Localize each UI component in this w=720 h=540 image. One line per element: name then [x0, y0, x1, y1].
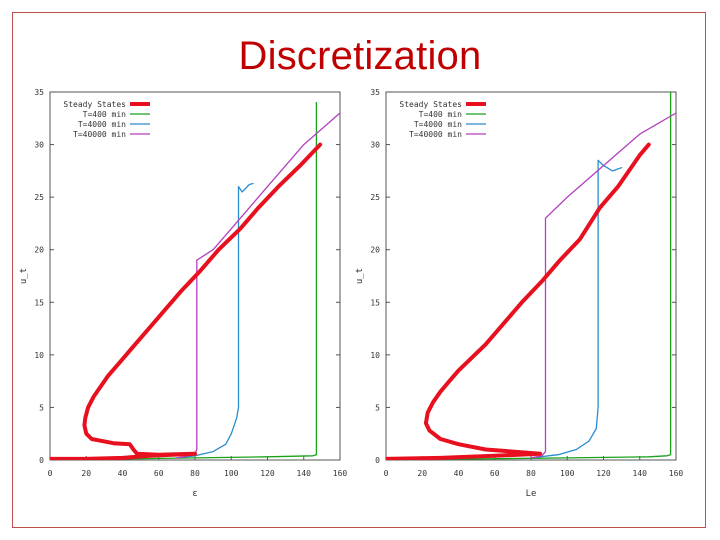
y-tick-label: 25 [34, 193, 44, 202]
y-tick-label: 35 [370, 88, 380, 97]
legend-label: T=4000 min [78, 120, 126, 129]
y-tick-label: 10 [370, 351, 380, 360]
x-tick-label: 100 [560, 469, 575, 478]
legend-label: T=4000 min [414, 120, 462, 129]
x-tick-label: 160 [669, 469, 684, 478]
y-tick-label: 5 [39, 403, 44, 412]
series-line-t-4000-min [530, 159, 623, 459]
chart-right: 0 20 40 60 80 100 120 140 160 0 5 10 15 20 25 30 35 Le u_t… [355, 88, 684, 499]
y-tick-label: 20 [370, 246, 380, 255]
x-tick-label: 0 [384, 469, 389, 478]
series-line-t-40000-min [530, 112, 676, 459]
x-axis-label: Le [526, 489, 537, 499]
series-line-t-40000-min [176, 112, 340, 459]
x-tick-label: 40 [454, 469, 464, 478]
series-line-steady-states [50, 142, 323, 460]
x-tick-label: 140 [633, 469, 648, 478]
y-tick-label: 5 [375, 403, 380, 412]
x-tick-label: 40 [118, 469, 128, 478]
y-tick-label: 15 [370, 298, 380, 307]
series-line-t-4000-min [176, 182, 254, 459]
x-tick-label: 80 [190, 469, 200, 478]
x-tick-label: 120 [596, 469, 611, 478]
y-tick-label: 35 [34, 88, 44, 97]
series-line-t-400-min [386, 92, 672, 460]
y-tick-label: 0 [375, 456, 380, 465]
legend-label: Steady States [63, 100, 126, 109]
x-tick-label: 20 [417, 469, 427, 478]
legend-label: Steady States [399, 100, 462, 109]
y-axis-label: u_t [355, 268, 365, 284]
x-tick-label: 0 [48, 469, 53, 478]
plot-area-1 [385, 91, 677, 461]
y-tick-label: 20 [34, 246, 44, 255]
y-tick-label: 10 [34, 351, 44, 360]
x-axis-label: ε [192, 489, 197, 499]
y-tick-label: 30 [370, 141, 380, 150]
slide-title: Discretization [238, 34, 482, 78]
legend-label: T=40000 min [73, 130, 126, 139]
slide-frame [12, 12, 706, 528]
x-tick-label: 80 [526, 469, 536, 478]
x-tick-label: 60 [490, 469, 500, 478]
y-tick-label: 0 [39, 456, 44, 465]
x-tick-label: 60 [154, 469, 164, 478]
chart-left: 0 20 40 60 80 100 120 140 160 0 5 10 15 20 25 30 35 ε u_t S… [19, 88, 348, 499]
legend-label: T=400 min [419, 110, 463, 119]
legend-label: T=400 min [83, 110, 127, 119]
x-tick-label: 100 [224, 469, 239, 478]
x-tick-label: 20 [81, 469, 91, 478]
y-tick-label: 25 [370, 193, 380, 202]
x-tick-label: 120 [260, 469, 275, 478]
y-axis-label: u_t [19, 268, 29, 284]
x-tick-label: 140 [297, 469, 312, 478]
y-tick-label: 30 [34, 141, 44, 150]
legend-label: T=40000 min [409, 130, 462, 139]
x-tick-label: 160 [333, 469, 348, 478]
y-tick-label: 15 [34, 298, 44, 307]
series-line-steady-states [386, 142, 651, 460]
